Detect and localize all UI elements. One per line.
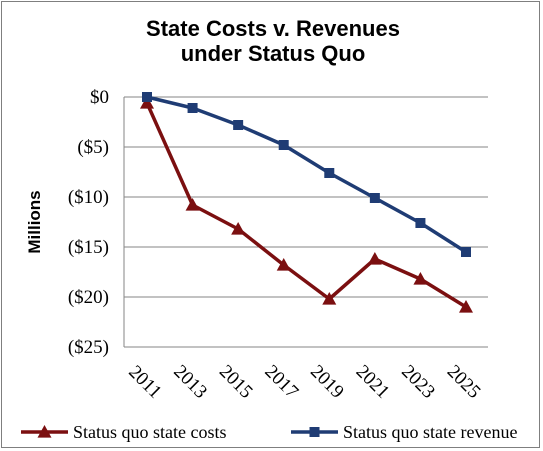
data-point	[369, 193, 380, 203]
data-point	[324, 168, 335, 178]
data-point	[367, 252, 382, 265]
x-tick-label: 2019	[306, 361, 348, 403]
x-tick-label: 2017	[261, 361, 303, 403]
series-layer	[140, 92, 473, 313]
data-point	[233, 120, 244, 130]
y-tick-label: ($10)	[68, 187, 109, 208]
legend-marker	[309, 427, 320, 437]
legend-item-revenue: Status quo state revenue	[291, 422, 517, 442]
x-tick-label: 2015	[215, 361, 257, 403]
legend-item-costs: Status quo state costs	[21, 422, 227, 442]
data-point	[276, 258, 291, 271]
data-point	[187, 103, 198, 113]
x-tick-labels: 2011 2013 2015 2017 2019 2021 2023 2025	[124, 361, 484, 403]
series-line	[146, 95, 467, 254]
legend-label: Status quo state revenue	[343, 422, 517, 442]
chart-title-line-1: State Costs v. Revenues	[146, 16, 400, 41]
data-point	[185, 198, 200, 211]
data-point	[140, 96, 154, 109]
y-tick-label: ($20)	[68, 287, 109, 308]
y-tick-labels: $0 ($5) ($10) ($15) ($20) ($25)	[68, 87, 109, 358]
x-tick-label: 2013	[169, 361, 211, 403]
y-tick-label: ($25)	[68, 337, 109, 358]
data-point	[322, 292, 337, 305]
data-point	[231, 222, 246, 235]
data-point	[142, 92, 152, 102]
data-point	[459, 300, 473, 313]
x-tick-label: 2021	[352, 361, 394, 403]
y-tick-label: ($15)	[68, 237, 109, 258]
chart-title-line-2: under Status Quo	[181, 41, 366, 66]
y-tick-label: ($5)	[77, 137, 109, 158]
legend: Status quo state costs Status quo state r…	[21, 422, 517, 442]
legend-label: Status quo state costs	[73, 422, 227, 442]
gridlines	[123, 96, 488, 348]
x-tick-label: 2023	[397, 361, 439, 403]
data-point	[278, 140, 289, 150]
series-revenue	[142, 92, 471, 257]
series-line	[145, 102, 467, 309]
data-point	[413, 272, 428, 285]
chart-title: State Costs v. Revenues under Status Quo	[146, 16, 400, 66]
series-costs	[140, 96, 473, 313]
data-point	[461, 247, 471, 257]
legend-marker	[37, 425, 52, 438]
y-axis-label: Millions	[25, 190, 44, 253]
data-point	[415, 218, 426, 228]
y-tick-label: $0	[90, 87, 109, 108]
x-tick-label: 2011	[124, 362, 165, 403]
x-tick-label: 2025	[443, 361, 485, 403]
